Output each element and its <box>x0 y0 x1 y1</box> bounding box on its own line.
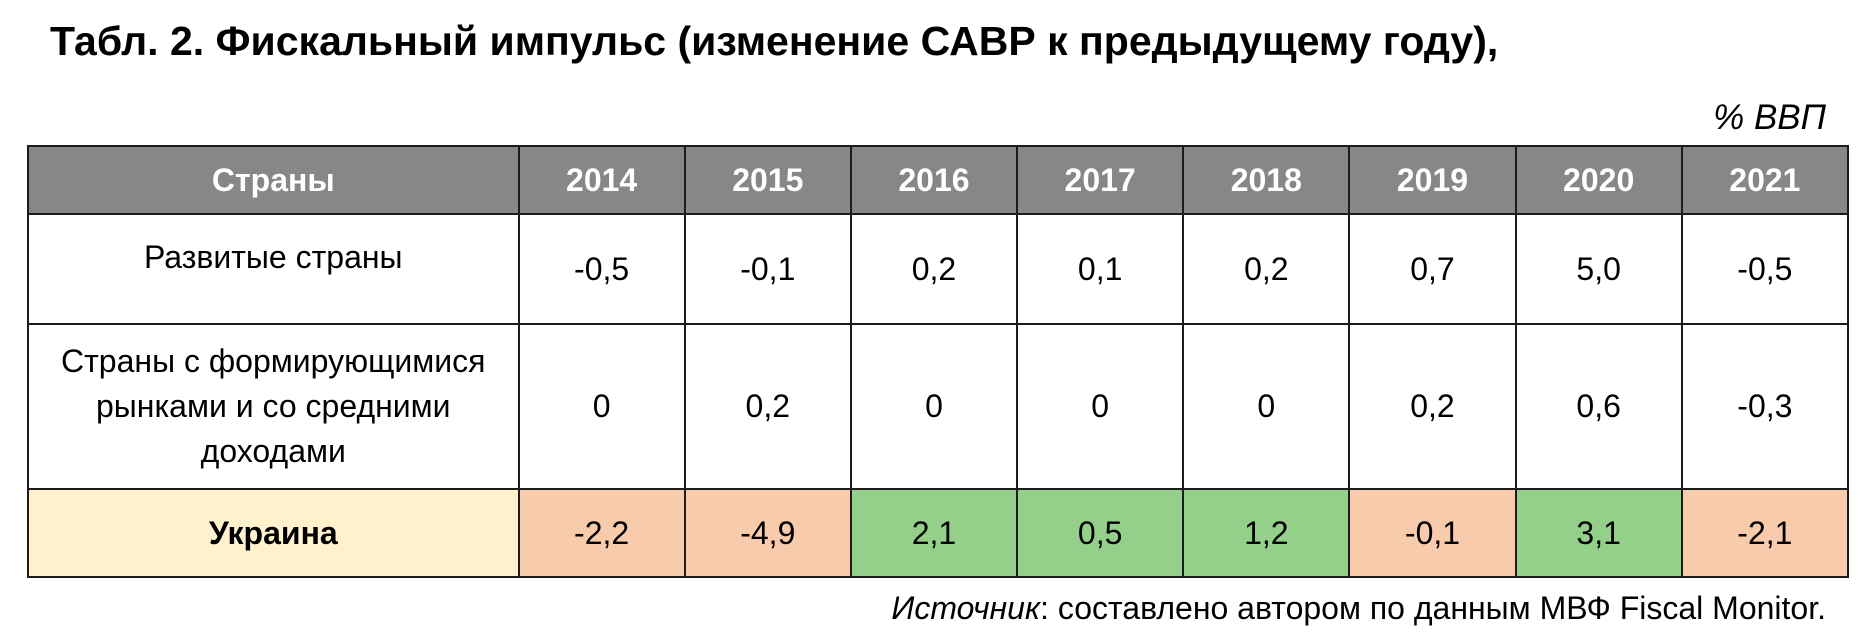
value-cell: 0,5 <box>1016 488 1185 578</box>
table-row: Развитые страны -0,5 -0,1 0,2 0,1 0,2 0,… <box>27 213 1850 325</box>
header-year: 2015 <box>683 145 852 215</box>
header-row: Страны 2014 2015 2016 2017 2018 2019 202… <box>27 145 1850 215</box>
header-year: 2021 <box>1680 145 1850 215</box>
value-cell: -0,1 <box>683 213 852 325</box>
value-cell: -2,1 <box>1680 488 1850 578</box>
country-name: Страны с формирующимися рынками и со сре… <box>27 323 520 490</box>
value-cell: -2,2 <box>517 488 686 578</box>
value-cell: -0,5 <box>1680 213 1850 325</box>
header-year: 2017 <box>1016 145 1185 215</box>
value-cell: 0 <box>1182 323 1351 490</box>
value-cell: 5,0 <box>1514 213 1683 325</box>
value-cell: 1,2 <box>1182 488 1351 578</box>
header-countries: Страны <box>27 145 520 215</box>
source-label: Источник <box>891 590 1041 626</box>
country-name: Развитые страны <box>27 213 520 325</box>
table-title: Табл. 2. Фискальный импульс (изменение С… <box>50 18 1499 64</box>
value-cell: 0,7 <box>1348 213 1517 325</box>
header-year: 2014 <box>517 145 686 215</box>
value-cell: -4,9 <box>683 488 852 578</box>
value-cell: 0 <box>849 323 1019 490</box>
table-row: Украина -2,2 -4,9 2,1 0,5 1,2 -0,1 3,1 -… <box>27 488 1850 578</box>
value-cell: 0 <box>517 323 686 490</box>
value-cell: 0,2 <box>683 323 852 490</box>
unit-label: % ВВП <box>1713 98 1826 137</box>
value-cell: 0 <box>1016 323 1185 490</box>
value-cell: 0,6 <box>1514 323 1683 490</box>
value-cell: 0,2 <box>849 213 1019 325</box>
value-cell: -0,3 <box>1680 323 1850 490</box>
header-year: 2018 <box>1182 145 1351 215</box>
value-cell: 0,1 <box>1016 213 1185 325</box>
country-name: Украина <box>27 488 520 578</box>
value-cell: 2,1 <box>849 488 1019 578</box>
value-cell: -0,1 <box>1348 488 1517 578</box>
value-cell: -0,5 <box>517 213 686 325</box>
value-cell: 0,2 <box>1348 323 1517 490</box>
value-cell: 3,1 <box>1514 488 1683 578</box>
fiscal-impulse-table: Страны 2014 2015 2016 2017 2018 2019 202… <box>27 145 1850 578</box>
table-row: Страны с формирующимися рынками и со сре… <box>27 323 1850 490</box>
header-year: 2020 <box>1514 145 1683 215</box>
header-year: 2019 <box>1348 145 1517 215</box>
source-note: Источник: составлено автором по данным М… <box>891 590 1826 627</box>
source-text: : составлено автором по данным МВФ Fisca… <box>1040 590 1826 626</box>
header-year: 2016 <box>849 145 1019 215</box>
value-cell: 0,2 <box>1182 213 1351 325</box>
